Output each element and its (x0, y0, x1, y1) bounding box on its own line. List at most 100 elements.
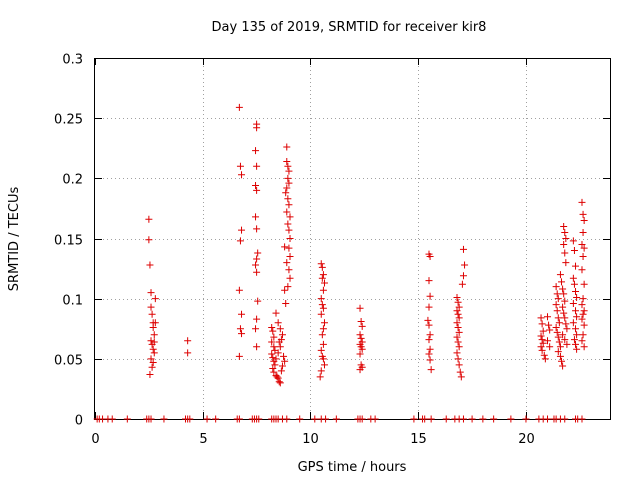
data-point (561, 297, 569, 305)
data-point (468, 415, 476, 423)
data-point (356, 304, 364, 312)
data-point (546, 326, 554, 334)
data-point (317, 260, 325, 268)
data-point (238, 171, 246, 179)
data-point (578, 198, 586, 206)
data-point (456, 368, 464, 376)
data-point (252, 325, 260, 333)
x-tick-label: 0 (91, 432, 99, 447)
data-point (454, 338, 462, 346)
data-point (282, 189, 290, 197)
data-point (562, 259, 570, 267)
data-point (319, 304, 327, 312)
data-point (283, 208, 291, 216)
data-point (578, 337, 586, 345)
plot-frame (94, 58, 611, 420)
data-point (274, 374, 282, 382)
data-point (278, 362, 286, 370)
data-point (357, 334, 365, 342)
data-point (319, 355, 327, 363)
data-point (578, 415, 586, 423)
data-point (561, 336, 569, 344)
data-point (253, 186, 261, 194)
data-point (572, 287, 580, 295)
data-point (281, 243, 289, 251)
data-point (455, 343, 463, 351)
data-point (253, 225, 261, 233)
data-point (150, 349, 158, 357)
data-point (151, 319, 159, 327)
data-point (569, 237, 577, 245)
data-point (268, 338, 276, 346)
data-point (458, 280, 466, 288)
data-point (147, 415, 155, 423)
data-point (285, 226, 293, 234)
data-point (454, 310, 462, 318)
data-point (560, 309, 568, 317)
data-point (421, 415, 429, 423)
data-point (147, 337, 155, 345)
data-point (579, 210, 587, 218)
y-tick-label: 0.05 (54, 354, 83, 369)
chart-title: Day 135 of 2019, SRMTID for receiver kir… (212, 20, 487, 35)
data-point (285, 167, 293, 175)
data-point (426, 292, 434, 300)
y-tick-label: 0.15 (54, 234, 83, 249)
data-point (253, 124, 261, 132)
data-point (426, 345, 434, 353)
data-point (358, 322, 366, 330)
data-point (273, 373, 281, 381)
data-point (284, 195, 292, 203)
data-point (145, 236, 153, 244)
data-point (319, 340, 327, 348)
data-point (320, 279, 328, 287)
data-points (93, 103, 588, 423)
data-point (560, 290, 568, 298)
data-point (544, 337, 552, 345)
data-point (149, 324, 157, 332)
data-point (560, 222, 568, 230)
data-point (556, 343, 564, 351)
data-point (459, 245, 467, 253)
data-point (538, 346, 546, 354)
data-point (426, 356, 434, 364)
data-point (562, 235, 570, 242)
data-point (281, 286, 289, 294)
data-point (147, 289, 155, 297)
data-point (563, 325, 571, 333)
data-point (317, 346, 325, 354)
data-point (544, 415, 552, 423)
data-point (148, 363, 156, 371)
data-point (555, 319, 563, 327)
data-point (552, 301, 560, 309)
data-point (284, 220, 292, 228)
data-point (285, 179, 293, 187)
data-point (540, 351, 548, 359)
data-point (274, 319, 282, 327)
data-point (573, 293, 581, 301)
data-point (203, 415, 211, 423)
data-point (358, 415, 366, 423)
data-point (296, 415, 304, 423)
data-point (578, 266, 586, 274)
data-point (318, 274, 326, 282)
data-point (184, 349, 192, 357)
y-tick-label: 0.25 (54, 113, 83, 128)
data-point (453, 293, 461, 301)
data-point (275, 378, 283, 386)
data-point (285, 266, 293, 274)
data-point (253, 315, 261, 323)
data-point (284, 283, 292, 291)
data-point (272, 355, 280, 363)
data-point (554, 295, 562, 303)
data-point (580, 244, 588, 252)
data-point (553, 290, 561, 298)
data-point (569, 319, 577, 327)
data-point (317, 310, 325, 318)
data-point (572, 307, 580, 315)
data-point (238, 226, 246, 234)
data-point (539, 339, 547, 347)
data-point (572, 340, 580, 348)
data-point (556, 271, 564, 279)
